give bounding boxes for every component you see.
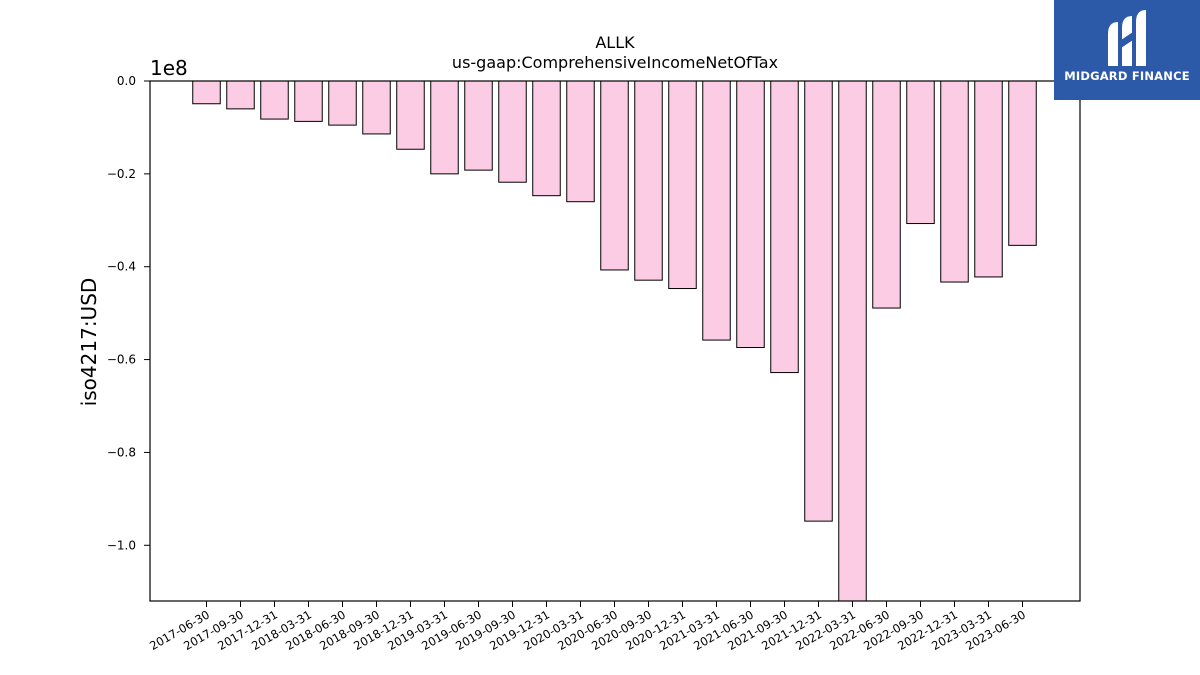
y-axis-label: iso4217:USD: [77, 278, 101, 407]
bar-2023-06-30: [1008, 80, 1037, 246]
plot-frame: [149, 80, 1081, 602]
bar-2022-09-30: [906, 80, 935, 225]
y-tick-label: 0.0: [117, 74, 136, 88]
bar-series: [192, 80, 1037, 602]
bar-2017-09-30: [226, 80, 255, 110]
y-axis-ticks: 0.0 −0.2 −0.4 −0.6 −0.8 −1.0: [107, 74, 150, 552]
y-tick-label: −1.0: [107, 538, 136, 552]
bar-2017-06-30: [192, 80, 221, 105]
bar-2023-03-31: [974, 80, 1003, 278]
y-axis-multiplier: 1e8: [150, 56, 188, 80]
bar-2021-09-30: [770, 80, 799, 374]
bar-2020-09-30: [634, 80, 663, 281]
chart-title: ALLK: [595, 33, 635, 52]
bar-2018-06-30: [328, 80, 357, 126]
bar-2018-03-31: [294, 80, 323, 122]
bar-2019-09-30: [498, 80, 527, 183]
bar-2021-12-31: [804, 80, 833, 522]
bar-2019-06-30: [464, 80, 493, 171]
bar-2022-12-31: [940, 80, 969, 283]
bar-2018-12-31: [396, 80, 425, 150]
midgard-logo-icon: [1108, 10, 1146, 66]
bar-2019-12-31: [532, 80, 561, 197]
bar-2021-03-31: [702, 80, 731, 341]
y-tick-label: −0.8: [107, 445, 136, 459]
y-tick-label: −0.4: [107, 260, 136, 274]
bar-2022-03-31: [838, 80, 867, 602]
bar-2017-12-31: [260, 80, 289, 120]
logo-text: MIDGARD FINANCE: [1064, 69, 1190, 83]
bar-2020-03-31: [566, 80, 595, 203]
y-tick-label: −0.2: [107, 167, 136, 181]
chart-subtitle: us-gaap:ComprehensiveIncomeNetOfTax: [452, 53, 778, 72]
bar-2018-09-30: [362, 80, 391, 135]
y-tick-label: −0.6: [107, 353, 136, 367]
bar-2020-12-31: [668, 80, 697, 290]
bar-2022-06-30: [872, 80, 901, 309]
x-axis-ticks: 2017-06-302017-09-302017-12-312018-03-31…: [147, 601, 1028, 653]
bar-2021-06-30: [736, 80, 765, 348]
bar-2020-06-30: [600, 80, 629, 271]
bar-2019-03-31: [430, 80, 459, 175]
midgard-finance-logo: MIDGARD FINANCE: [1054, 0, 1200, 100]
